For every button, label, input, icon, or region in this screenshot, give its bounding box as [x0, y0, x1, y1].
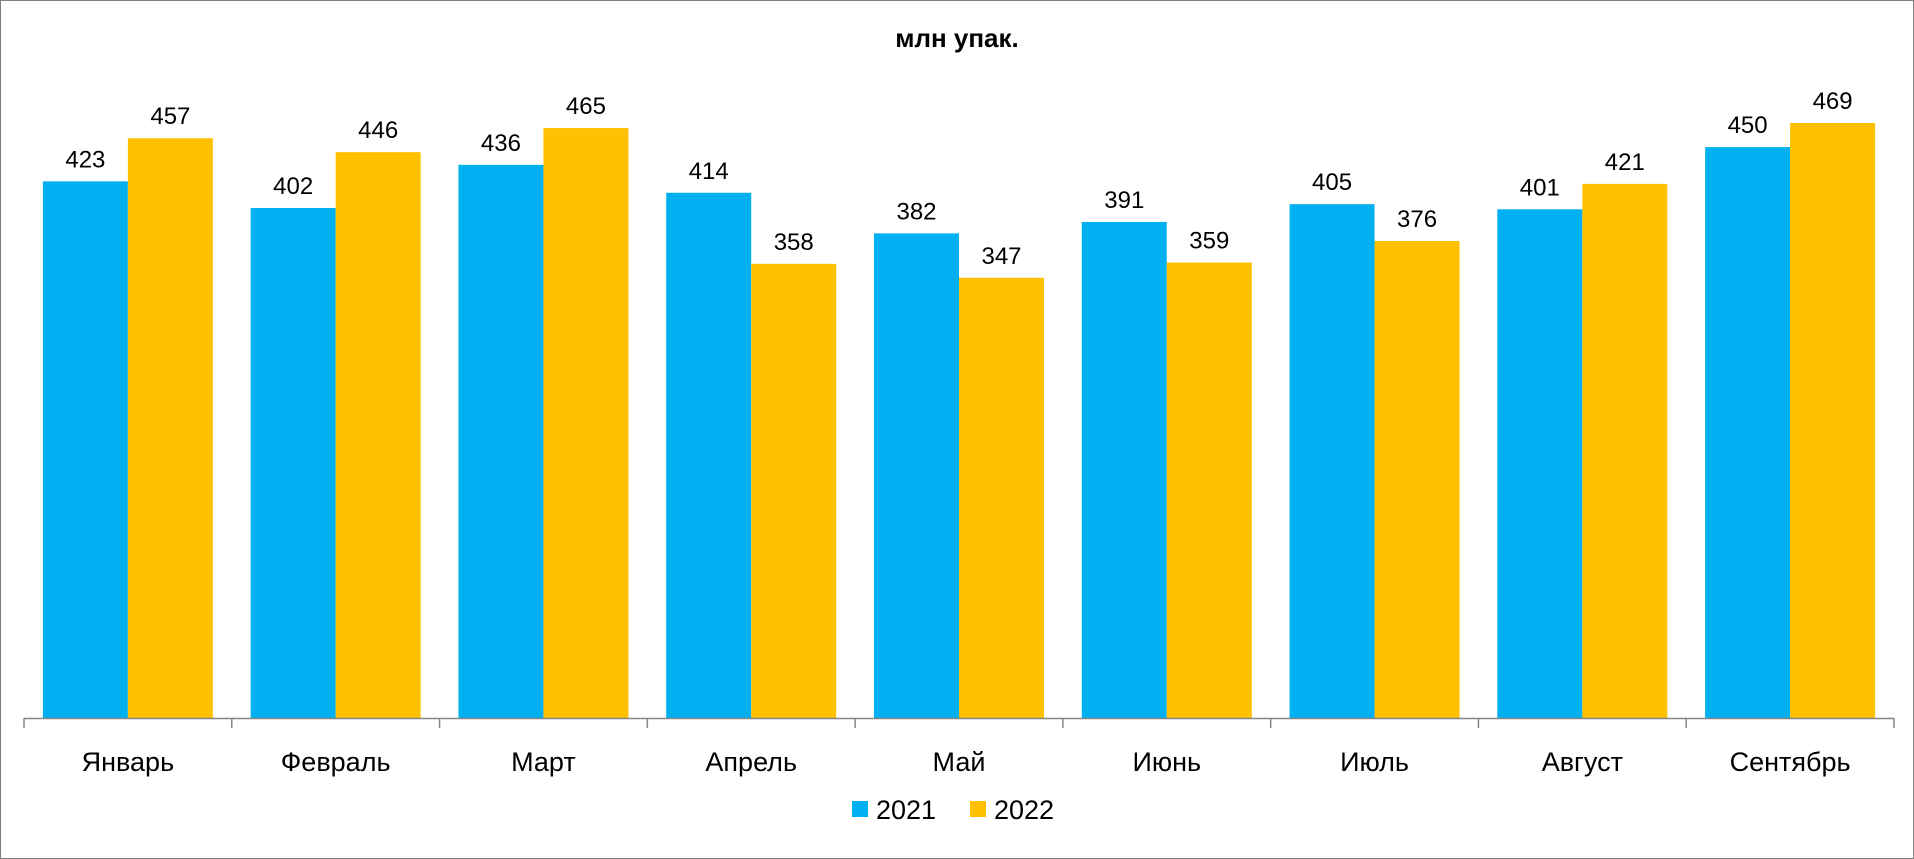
data-label-2021-5: 382: [896, 198, 936, 225]
chart-title: млн упак.: [895, 23, 1019, 53]
plot-area: [42, 123, 1876, 719]
bar-2022-9: [1790, 123, 1876, 718]
bar-2022-8: [1582, 183, 1668, 719]
x-tick-label: Апрель: [705, 747, 797, 777]
x-tick-label: Август: [1542, 747, 1623, 777]
data-label-2021-4: 414: [689, 158, 729, 185]
legend-label-2021: 2021: [876, 795, 936, 825]
data-label-2021-3: 436: [481, 130, 521, 157]
data-label-2022-9: 469: [1813, 88, 1853, 115]
data-label-2022-1: 457: [150, 103, 190, 130]
data-label-2022-3: 465: [566, 93, 606, 120]
bar-2022-3: [543, 128, 629, 718]
bar-2021-2: [250, 208, 336, 718]
legend-label-2022: 2022: [994, 795, 1054, 825]
x-axis: Январь Февраль Март Апрель Май Июнь Июль Август…: [23, 717, 1895, 777]
data-label-2022-8: 421: [1605, 149, 1645, 176]
bar-2021-5: [874, 233, 959, 718]
x-tick-label: Январь: [82, 747, 175, 777]
bar-2022-1: [127, 138, 213, 718]
data-label-2022-7: 376: [1397, 206, 1437, 233]
bar-2021-6: [1081, 221, 1167, 718]
bar-2021-7: [1289, 204, 1375, 718]
x-tick-label: Май: [933, 747, 986, 777]
data-labels: 423 457 402 446 436 465 414 358 382 347 391 359 405 3…: [65, 88, 1852, 270]
data-label-2021-2: 402: [273, 173, 313, 200]
data-label-2021-7: 405: [1312, 169, 1352, 196]
bar-2022-5: [959, 277, 1044, 718]
data-label-2022-2: 446: [358, 117, 398, 144]
data-label-2021-1: 423: [65, 146, 105, 173]
bar-2022-7: [1374, 240, 1460, 718]
bar-2021-4: [666, 192, 752, 718]
bar-2021-1: [42, 181, 128, 718]
bar-2021-3: [458, 164, 544, 719]
data-label-2022-5: 347: [981, 243, 1021, 270]
bar-2022-6: [1166, 262, 1252, 718]
bar-2022-2: [335, 152, 421, 719]
data-label-2022-6: 359: [1189, 228, 1229, 255]
bar-2021-9: [1705, 147, 1791, 718]
bar-2021-8: [1497, 209, 1583, 718]
legend-swatch-2021: [852, 801, 868, 817]
x-tick-label: Июнь: [1132, 747, 1201, 777]
x-tick-label: Июль: [1340, 747, 1409, 777]
bar-2022-4: [751, 263, 837, 718]
data-label-2022-4: 358: [774, 229, 814, 256]
x-tick-label: Март: [511, 747, 576, 777]
x-tick-label: Февраль: [281, 747, 391, 777]
data-label-2021-8: 401: [1520, 174, 1560, 201]
legend: 2021 2022: [852, 795, 1054, 825]
legend-swatch-2022: [970, 801, 986, 817]
data-label-2021-9: 450: [1728, 112, 1768, 139]
data-label-2021-6: 391: [1104, 187, 1144, 214]
x-tick-label: Сентябрь: [1730, 747, 1851, 777]
